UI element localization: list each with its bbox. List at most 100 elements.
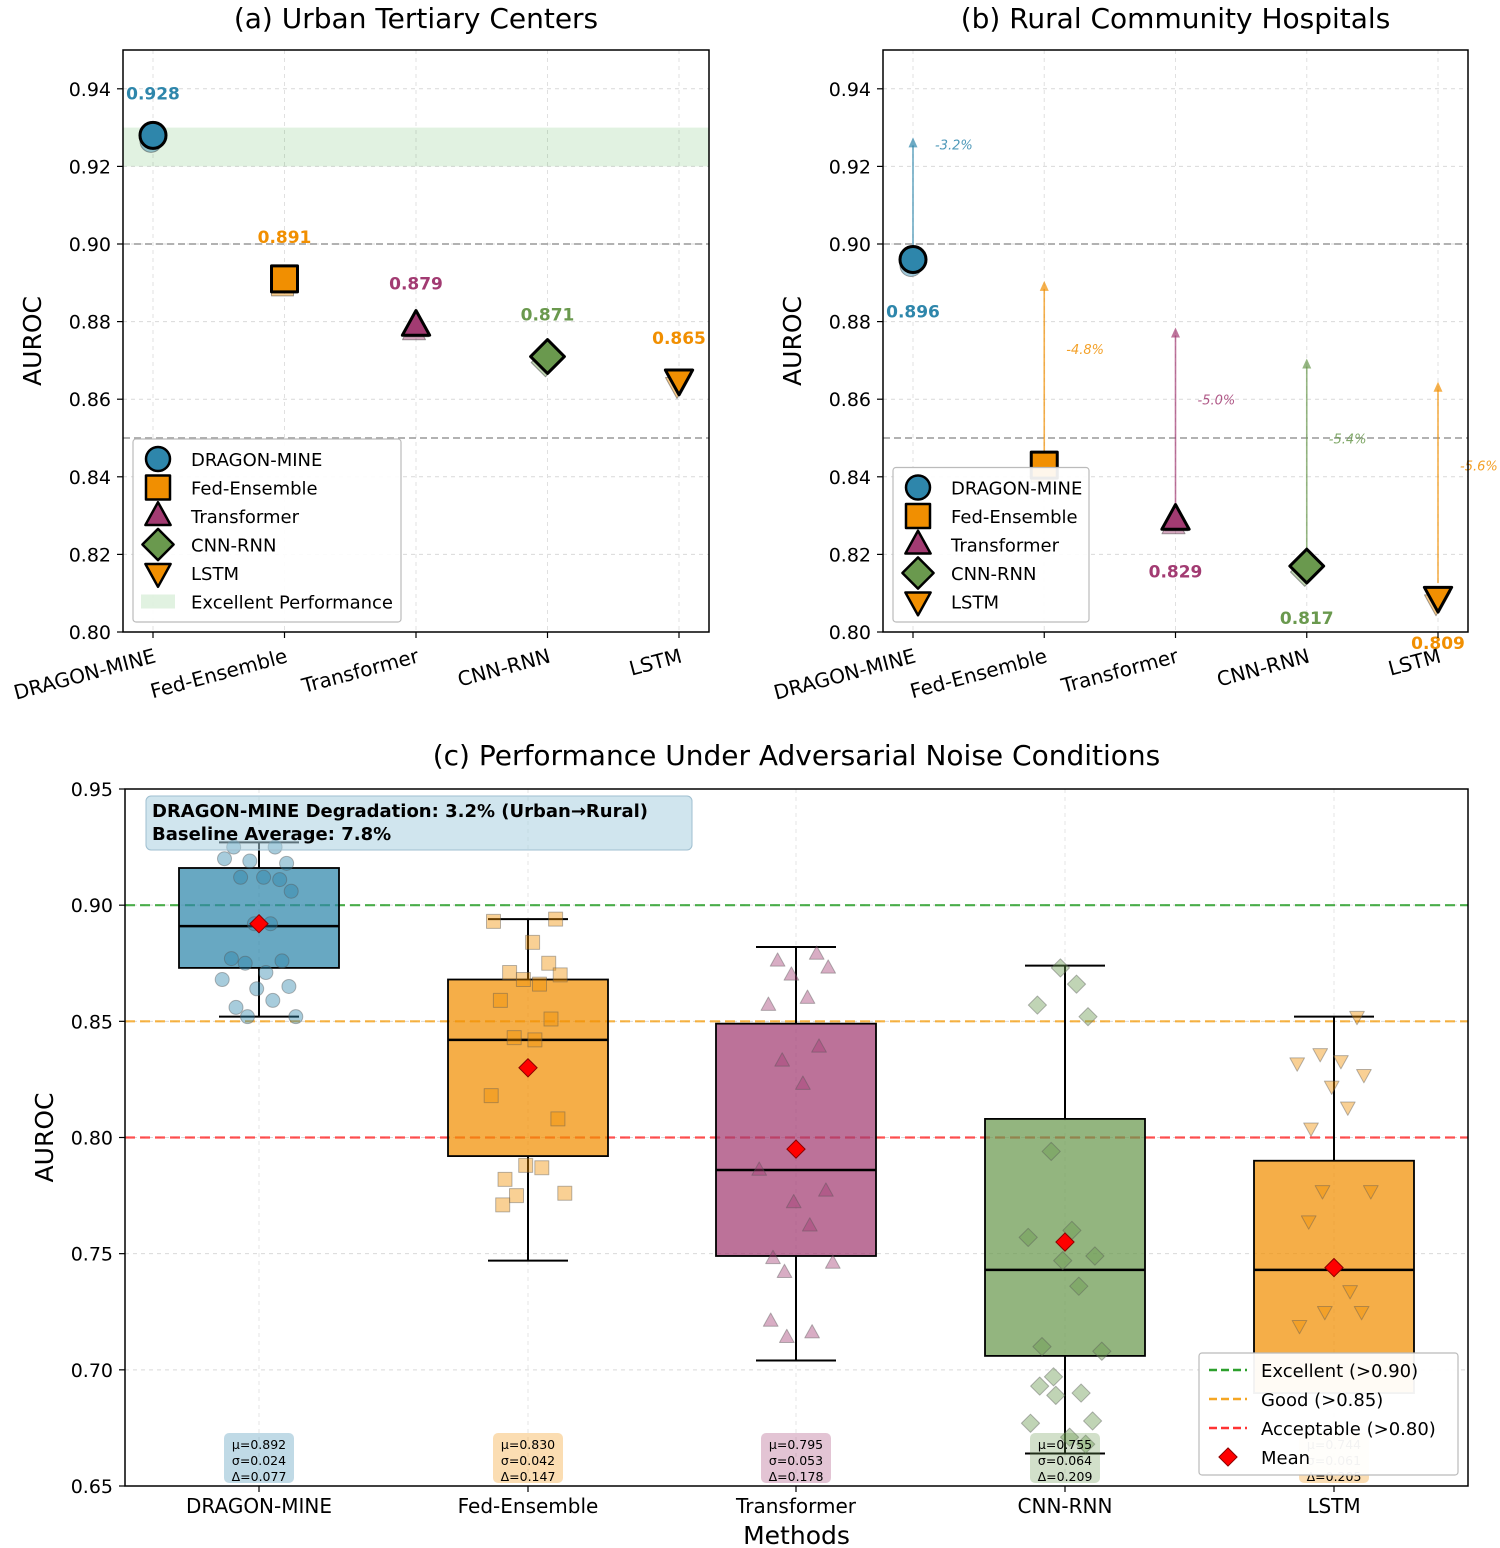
y-tick-label: 0.90 — [829, 234, 871, 256]
legend-label: LSTM — [191, 564, 239, 585]
legend-label: Transformer — [190, 507, 300, 528]
jitter-point — [1349, 1010, 1365, 1026]
value-label: 0.871 — [521, 306, 575, 326]
stat-label: μ=0.755 — [1038, 1437, 1092, 1452]
y-tick-label: 0.80 — [71, 1128, 113, 1150]
jitter-point — [486, 913, 501, 929]
jitter-point — [1339, 1101, 1356, 1116]
y-axis-label: AUROC — [30, 1093, 59, 1183]
data-marker-cnn-rnn — [1288, 547, 1326, 585]
jitter-point — [1020, 1413, 1041, 1433]
legend-marker-cnn-rnn — [141, 527, 175, 562]
x-tick-label: LSTM — [1386, 644, 1444, 681]
x-tick-label: CNN-RNN — [1018, 1494, 1113, 1518]
jitter-point — [804, 1324, 820, 1339]
jitter-point — [483, 1088, 499, 1104]
jitter-point — [1041, 1141, 1061, 1162]
stat-box — [224, 1433, 294, 1483]
jitter-point — [281, 978, 297, 994]
y-tick-label: 0.86 — [69, 389, 111, 411]
jitter-point — [274, 953, 290, 969]
degradation-arrow-head — [1302, 358, 1312, 369]
jitter-point — [1083, 1411, 1103, 1431]
jitter-point — [1018, 1227, 1038, 1247]
legend-label: Fed-Ensemble — [191, 479, 318, 500]
y-tick-label: 0.84 — [829, 467, 871, 489]
degradation-label: -5.4% — [1329, 432, 1367, 447]
x-tick-label: Transformer — [1058, 643, 1182, 698]
stat-box — [761, 1433, 831, 1483]
legend-box — [132, 438, 402, 623]
x-tick-label: Fed-Ensemble — [907, 644, 1049, 704]
x-tick-label: Transformer — [298, 643, 422, 698]
legend-marker-cnn-rnn — [901, 556, 935, 590]
jitter-point — [1050, 958, 1070, 978]
y-tick-label: 0.84 — [69, 467, 111, 489]
jitter-point — [214, 972, 230, 988]
jitter-point — [765, 1249, 781, 1265]
jitter-point — [820, 959, 837, 974]
jitter-point — [223, 951, 239, 967]
value-label: 0.879 — [389, 274, 443, 294]
jitter-point — [283, 883, 299, 899]
jitter-point — [824, 1254, 841, 1269]
legend-label: CNN-RNN — [951, 564, 1036, 585]
stat-label: Δ=0.178 — [769, 1469, 824, 1484]
jitter-point — [515, 972, 531, 988]
x-tick-label: CNN-RNN — [455, 644, 553, 692]
y-tick-label: 0.75 — [71, 1244, 113, 1266]
legend-label: Transformer — [950, 536, 1060, 557]
value-label: 0.896 — [886, 303, 940, 323]
y-tick-label: 0.85 — [71, 1011, 113, 1033]
stat-label: σ=0.064 — [1038, 1453, 1092, 1468]
stat-label: Δ=0.077 — [232, 1469, 287, 1484]
jitter-point — [1053, 1251, 1073, 1271]
jitter-point — [774, 1052, 791, 1067]
legend-mean-marker — [1218, 1447, 1238, 1467]
y-tick-label: 0.80 — [829, 622, 871, 644]
legend-marker-transformer — [904, 529, 932, 555]
legend-label: DRAGON-MINE — [191, 450, 322, 471]
jitter-point — [256, 869, 272, 885]
value-label: 0.809 — [1411, 634, 1465, 654]
jitter-point — [1043, 1367, 1064, 1387]
legend-marker-dragon-mine — [144, 445, 172, 473]
stat-label: Δ=0.209 — [1038, 1469, 1093, 1484]
excellent-performance-band — [123, 127, 709, 167]
jitter-point — [808, 945, 825, 960]
jitter-point — [548, 911, 564, 927]
jitter-point — [1085, 1246, 1105, 1266]
data-marker-transformer — [1160, 503, 1191, 531]
jitter-point — [1046, 1385, 1066, 1405]
legend-marker-transformer — [144, 500, 172, 527]
jitter-point — [543, 1011, 559, 1027]
jitter-point — [509, 1188, 524, 1204]
data-marker-dragon-mine — [898, 245, 928, 275]
x-axis-label: Methods — [743, 1521, 850, 1548]
panel-a-urban: (a) Urban Tertiary Centers AUROC 0.80 0.82 0… — [11, 2, 710, 705]
mean-marker-dragon-mine — [249, 913, 269, 934]
jitter-point — [541, 955, 557, 971]
jitter-point — [1289, 1057, 1306, 1072]
y-tick-label: 0.70 — [71, 1360, 113, 1382]
y-axis-label: AUROC — [18, 296, 47, 386]
legend-label: Mean — [1261, 1448, 1310, 1469]
y-tick-label: 0.88 — [829, 312, 871, 334]
legend-marker-lstm — [144, 562, 172, 589]
stat-label: Δ=0.147 — [501, 1469, 556, 1484]
jitter-point — [1078, 1007, 1098, 1027]
jitter-point — [1316, 1306, 1333, 1321]
jitter-point — [518, 1157, 534, 1173]
y-tick-label: 0.94 — [69, 79, 111, 101]
jitter-point — [783, 966, 800, 981]
mean-marker-lstm — [1324, 1257, 1344, 1278]
jitter-point — [1092, 1341, 1112, 1361]
jitter-point — [527, 1032, 543, 1048]
jitter-point — [1069, 1276, 1089, 1296]
data-marker-cnn-rnn — [529, 338, 566, 375]
x-tick-label: Fed-Ensemble — [148, 644, 290, 704]
stat-label: σ=0.053 — [769, 1453, 823, 1468]
mean-marker-cnn-rnn — [1055, 1232, 1075, 1252]
stat-label: μ=0.795 — [769, 1437, 823, 1452]
value-label: 0.865 — [652, 329, 706, 349]
